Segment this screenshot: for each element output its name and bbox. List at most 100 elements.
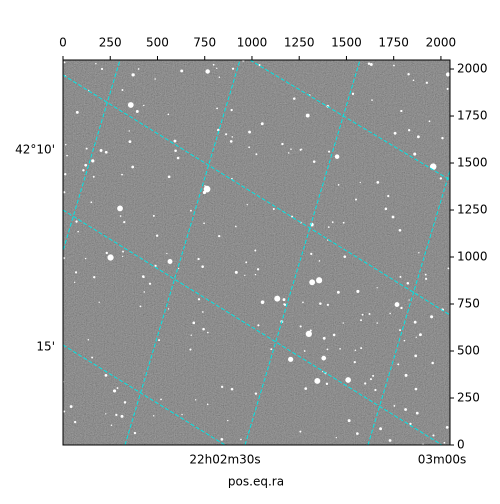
star [181, 413, 183, 416]
star [141, 275, 145, 278]
star [180, 69, 184, 73]
star [441, 136, 444, 140]
star [112, 389, 117, 393]
star [231, 67, 235, 70]
star [66, 154, 68, 157]
star [248, 146, 251, 149]
star [216, 67, 218, 70]
star [178, 267, 180, 270]
star [302, 301, 304, 304]
star [414, 387, 418, 391]
star [336, 290, 340, 294]
star [445, 426, 449, 429]
star [105, 251, 108, 255]
star [292, 97, 296, 100]
x-tick-label: 1750 [378, 36, 409, 50]
star [201, 265, 204, 268]
star [400, 109, 403, 113]
star [368, 313, 371, 315]
star [207, 331, 209, 334]
star [73, 281, 76, 283]
star [218, 234, 221, 238]
star [190, 334, 192, 336]
star [122, 255, 124, 258]
star [393, 131, 397, 135]
star [205, 69, 210, 74]
star [376, 322, 378, 324]
star [326, 348, 329, 351]
coordinate-grid-line [63, 74, 450, 316]
star [354, 349, 357, 351]
star [407, 129, 411, 132]
star [202, 190, 207, 195]
star [322, 336, 326, 340]
star [389, 312, 391, 315]
y-tick-label: 250 [457, 391, 480, 405]
star [282, 298, 286, 302]
star [123, 220, 126, 224]
star [64, 173, 67, 176]
star [425, 81, 429, 84]
dec-label: 42°10' [15, 143, 55, 157]
star [379, 427, 383, 431]
star [446, 87, 449, 90]
star [155, 234, 159, 237]
star [84, 257, 87, 260]
star [299, 325, 302, 328]
star [343, 255, 347, 258]
star [332, 333, 336, 337]
star [121, 173, 123, 176]
star [167, 308, 170, 310]
star [397, 363, 400, 366]
star [360, 319, 363, 322]
star [173, 139, 177, 143]
star [432, 434, 435, 437]
star [220, 438, 224, 441]
star [439, 177, 443, 180]
star [415, 336, 417, 338]
star [304, 387, 308, 390]
star [104, 150, 108, 154]
star [202, 311, 204, 313]
x-tick-label: 500 [146, 36, 169, 50]
y-tick-label: 500 [457, 344, 480, 358]
star [143, 104, 145, 107]
star [316, 277, 323, 284]
star [246, 204, 248, 206]
star [328, 150, 331, 153]
star [121, 89, 124, 91]
star [281, 142, 284, 146]
x-tick-label: 1000 [237, 36, 268, 50]
star [98, 301, 100, 303]
coordinate-grid-line [63, 209, 443, 445]
star [192, 321, 196, 325]
star [327, 226, 330, 228]
star [369, 378, 372, 381]
star [100, 67, 104, 71]
star [122, 250, 124, 253]
x-tick-label: 750 [193, 36, 216, 50]
star [216, 107, 219, 110]
star [203, 222, 205, 225]
star [312, 160, 316, 163]
star [260, 300, 265, 304]
star [403, 339, 406, 342]
star [404, 408, 407, 411]
star [203, 185, 211, 193]
star [254, 392, 258, 395]
star [119, 215, 122, 217]
star [409, 422, 412, 426]
star [394, 302, 400, 307]
star [288, 152, 290, 154]
ra-label: 03m00s [418, 453, 466, 467]
star [400, 306, 403, 310]
star [331, 221, 334, 224]
star [418, 252, 420, 254]
star [82, 169, 85, 172]
star [356, 289, 360, 293]
star [374, 388, 377, 392]
star [270, 348, 273, 351]
star [167, 175, 171, 179]
star [342, 322, 344, 324]
